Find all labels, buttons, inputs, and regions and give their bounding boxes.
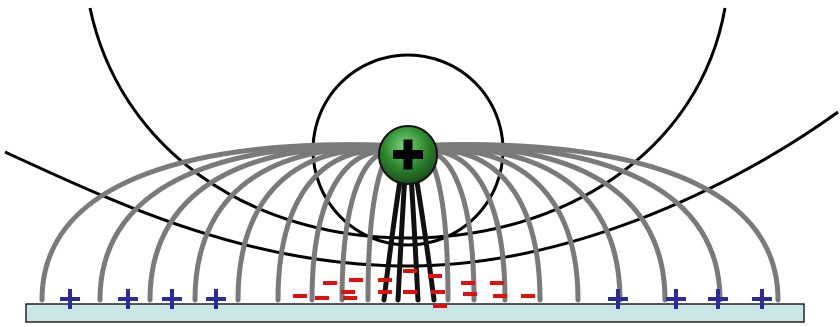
plus-sign-vertical xyxy=(403,139,413,170)
equipotential-outer xyxy=(4,110,839,268)
negative-charge xyxy=(463,292,477,296)
negative-charge xyxy=(349,278,363,282)
negative-charge xyxy=(461,281,475,285)
central-field-line xyxy=(381,172,404,303)
negative-charge xyxy=(315,296,329,300)
negative-charge xyxy=(378,278,392,282)
negative-charge xyxy=(428,274,442,278)
central-field-line xyxy=(413,172,437,303)
negative-charge xyxy=(293,294,307,298)
negative-charge xyxy=(343,296,357,300)
negative-charge xyxy=(403,269,417,273)
negative-induced-charges xyxy=(293,269,535,308)
positive-plate-charges xyxy=(60,289,772,309)
negative-charge xyxy=(490,281,504,285)
central-field-lines xyxy=(381,172,437,303)
field-line xyxy=(431,142,781,303)
negative-charge xyxy=(493,294,507,298)
field-line xyxy=(309,148,398,303)
negative-charge xyxy=(378,290,392,294)
central-field-line xyxy=(408,172,421,303)
negative-charge xyxy=(323,281,337,285)
central-field-line xyxy=(395,172,408,303)
negative-charge xyxy=(431,290,445,294)
negative-charge xyxy=(433,304,447,308)
negative-charge xyxy=(341,290,355,294)
negative-charge xyxy=(521,294,535,298)
negative-charge xyxy=(403,290,417,294)
equipotential-large xyxy=(88,7,727,240)
point-charge xyxy=(378,125,438,185)
conducting-plate xyxy=(25,303,805,323)
